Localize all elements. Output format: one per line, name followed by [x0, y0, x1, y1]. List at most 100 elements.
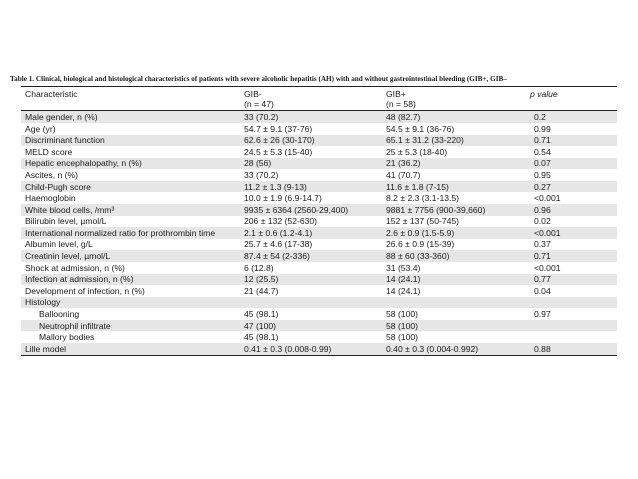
row-p-value: 0.99	[534, 123, 551, 134]
row-gib-plus-value: 58 (100)	[386, 332, 419, 343]
row-gib-plus-value: 31 (53.4)	[386, 262, 421, 273]
row-characteristic: Shock at admission, n (%)	[25, 262, 125, 273]
table-row: Ascites, n (%) 33 (70.2) 41 (70.7) 0.95	[21, 169, 617, 181]
row-gib-plus-value: 48 (82.7)	[382, 110, 530, 123]
row-characteristic: International normalized ratio for proth…	[21, 227, 240, 239]
row-p-value: <0.001	[534, 262, 561, 273]
row-characteristic: Infection at admission, n (%)	[21, 273, 240, 286]
table-row: Hepatic encephalopathy, n (%) 28 (56) 21 (…	[21, 157, 617, 170]
row-gib-minus-value: 12 (25.5)	[240, 273, 382, 286]
header-gib-minus-n: (n = 47)	[244, 99, 274, 110]
header-gib-plus: GIB+ (n = 58)	[382, 85, 530, 112]
row-gib-plus-value: 9881 ± 7756 (900-39,660)	[382, 204, 530, 216]
table-row: Histology	[21, 296, 617, 309]
row-gib-plus-value	[382, 296, 530, 309]
characteristics-table: Characteristic GIB- (n = 47) GIB+ (n = 5…	[21, 85, 617, 356]
row-characteristic: Child-Pugh score	[21, 180, 240, 193]
row-characteristic: Bilirubin level, µmol/L	[25, 216, 107, 227]
table-row: Shock at admission, n (%) 6 (12.8) 31 (53.…	[21, 262, 617, 274]
table-row: Male gender, n (%) 33 (70.2) 48 (82.7) 0.2	[21, 110, 617, 123]
row-gib-minus-value: 24.5 ± 5.3 (15-40)	[244, 146, 313, 157]
row-gib-minus-value: 9935 ± 6364 (2560-29,400)	[240, 204, 382, 216]
row-p-value: 0.04	[534, 285, 551, 296]
row-gib-minus-value: 25.7 ± 4.6 (17-38)	[244, 239, 313, 250]
row-characteristic: White blood cells, /mm³	[21, 204, 240, 216]
table-row: Ballooning 45 (98.1) 58 (100) 0.97	[21, 308, 617, 320]
row-characteristic: Discriminant function	[21, 134, 240, 147]
row-characteristic: Albumin level, g/L	[25, 239, 93, 250]
row-gib-minus-value: 28 (56)	[240, 157, 382, 170]
row-gib-minus-value: 11.2 ± 1.3 (9-13)	[240, 180, 382, 193]
row-gib-minus-value: 206 ± 132 (52-630)	[244, 216, 318, 227]
table-row: Discriminant function 62.6 ± 26 (30-170) 6…	[21, 134, 617, 147]
row-gib-minus-value: 0.41 ± 0.3 (0.008-0.99)	[240, 342, 382, 356]
row-gib-plus-value: 58 (100)	[386, 308, 419, 319]
row-gib-plus-value: 11.6 ± 1.8 (7-15)	[382, 180, 530, 193]
row-characteristic: Hepatic encephalopathy, n (%)	[21, 157, 240, 170]
row-gib-minus-value: 62.6 ± 26 (30-170)	[240, 134, 382, 147]
header-characteristic: Characteristic	[21, 85, 240, 112]
row-gib-minus-value: 47 (100)	[240, 319, 382, 332]
row-characteristic: Development of infection, n (%)	[25, 285, 145, 296]
row-gib-plus-value: 0.40 ± 0.3 (0.004-0.992)	[382, 342, 530, 356]
table-row: MELD score 24.5 ± 5.3 (15-40) 25 ± 5.3 (18…	[21, 146, 617, 158]
row-gib-minus-value: 45 (98.1)	[244, 308, 279, 319]
row-characteristic: Ascites, n (%)	[25, 169, 79, 180]
row-p-value	[530, 296, 617, 309]
row-p-value: 0.96	[530, 204, 617, 216]
table-row: International normalized ratio for proth…	[21, 227, 617, 239]
row-characteristic: Ballooning	[39, 308, 80, 319]
row-characteristic: Lille model	[21, 342, 240, 356]
row-gib-plus-value: 58 (100)	[382, 319, 530, 332]
row-p-value: 0.88	[530, 342, 617, 356]
row-p-value: 0.71	[530, 134, 617, 147]
header-row: Characteristic GIB- (n = 47) GIB+ (n = 5…	[21, 85, 617, 112]
row-characteristic: Histology	[21, 296, 240, 309]
row-gib-minus-value: 87.4 ± 54 (2-336)	[240, 250, 382, 262]
header-gib-plus-n: (n = 58)	[386, 99, 416, 110]
row-p-value: 0.95	[534, 169, 551, 180]
header-gib-minus: GIB- (n = 47)	[240, 85, 382, 112]
row-gib-plus-value: 21 (36.2)	[382, 157, 530, 170]
header-gib-minus-label: GIB-	[244, 89, 262, 99]
row-characteristic: Haemoglobin	[25, 193, 76, 204]
table-row: White blood cells, /mm³ 9935 ± 6364 (2560…	[21, 204, 617, 216]
header-p-value: p value	[530, 85, 617, 112]
row-gib-minus-value	[240, 296, 382, 309]
header-gib-plus-label: GIB+	[386, 89, 406, 99]
row-gib-minus-value: 33 (70.2)	[244, 169, 279, 180]
row-gib-minus-value: 2.1 ± 0.6 (1.2-4.1)	[240, 227, 382, 239]
table-row: Bilirubin level, µmol/L 206 ± 132 (52-630…	[21, 216, 617, 228]
row-p-value: 0.07	[530, 157, 617, 170]
data-table-container: Characteristic GIB- (n = 47) GIB+ (n = 5…	[21, 85, 617, 356]
row-gib-minus-value: 45 (98.1)	[244, 332, 279, 343]
row-gib-plus-value: 41 (70.7)	[386, 169, 421, 180]
row-p-value: <0.001	[534, 193, 561, 204]
row-p-value: 0.37	[534, 239, 551, 250]
header-p-value-label: p value	[530, 89, 558, 99]
table-row: Haemoglobin 10.0 ± 1.9 (6.9-14.7) 8.2 ± 2.…	[21, 192, 617, 204]
row-p-value: 0.2	[530, 110, 617, 123]
row-p-value: 0.54	[534, 146, 551, 157]
row-gib-minus-value: 10.0 ± 1.9 (6.9-14.7)	[244, 193, 322, 204]
row-gib-minus-value: 21 (44.7)	[244, 285, 279, 296]
row-characteristic: Male gender, n (%)	[21, 110, 240, 123]
table-row: Albumin level, g/L 25.7 ± 4.6 (17-38) 26.6…	[21, 239, 617, 251]
row-gib-plus-value: 65.1 ± 31.2 (33-220)	[382, 134, 530, 147]
row-gib-plus-value: 8.2 ± 2.3 (3.1-13.5)	[386, 193, 460, 204]
table-row: Neutrophil infiltrate 47 (100) 58 (100)	[21, 319, 617, 332]
row-p-value: 0.97	[534, 308, 551, 319]
row-gib-plus-value: 25 ± 5.3 (18-40)	[386, 146, 448, 157]
table-row: Development of infection, n (%) 21 (44.7)…	[21, 285, 617, 297]
row-gib-plus-value: 26.6 ± 0.9 (15-39)	[386, 239, 455, 250]
table-header: Characteristic GIB- (n = 47) GIB+ (n = 5…	[21, 85, 617, 112]
row-characteristic: Neutrophil infiltrate	[21, 319, 240, 332]
table-row: Creatinin level, µmol/L 87.4 ± 54 (2-336)…	[21, 250, 617, 262]
row-characteristic: MELD score	[25, 146, 73, 157]
row-p-value: 0.71	[530, 250, 617, 262]
table-row: Infection at admission, n (%) 12 (25.5) 14…	[21, 273, 617, 286]
table-body: Male gender, n (%) 33 (70.2) 48 (82.7) 0.2 A…	[21, 110, 617, 356]
row-p-value	[530, 331, 617, 343]
row-p-value: <0.001	[530, 227, 617, 239]
table-row: Child-Pugh score 11.2 ± 1.3 (9-13) 11.6 ± …	[21, 180, 617, 193]
